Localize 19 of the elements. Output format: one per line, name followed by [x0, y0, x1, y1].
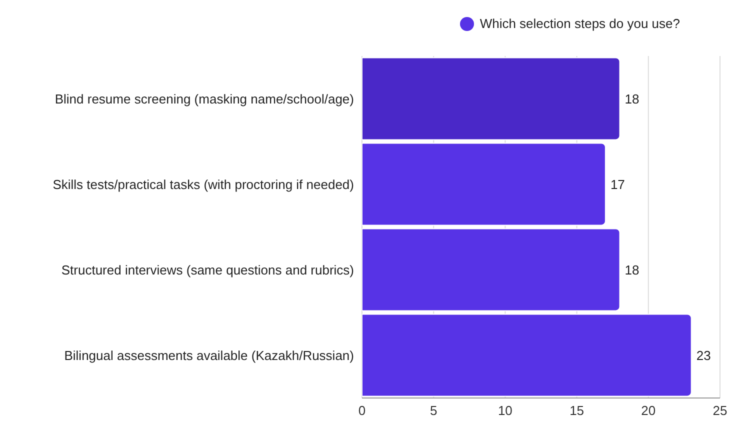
bar	[362, 314, 692, 397]
x-tick-label: 5	[430, 403, 438, 418]
bar	[362, 57, 620, 140]
x-tick-label: 0	[358, 403, 366, 418]
bar	[362, 228, 620, 312]
y-tick-label: Structured interviews (same questions and rubrics)	[61, 262, 354, 278]
bar	[362, 142, 606, 226]
data-label: 23	[696, 348, 711, 363]
data-label: 18	[624, 91, 640, 106]
data-label: 18	[624, 262, 640, 278]
x-tick-label: 10	[498, 403, 512, 418]
x-tick-label: 15	[570, 403, 584, 418]
x-tick-label: 25	[712, 403, 728, 418]
y-tick-label: Skills tests/practical tasks (with proctoring if needed)	[52, 176, 354, 192]
text: Which selection steps do you use?	[480, 16, 680, 31]
x-tick-label: 20	[641, 403, 656, 418]
y-tick-label: Bilingual assessments available (Kazakh/Russian)	[64, 348, 354, 363]
y-tick-label: Blind resume screening (masking name/school/age)	[54, 91, 354, 106]
data-label: 17	[610, 176, 625, 192]
